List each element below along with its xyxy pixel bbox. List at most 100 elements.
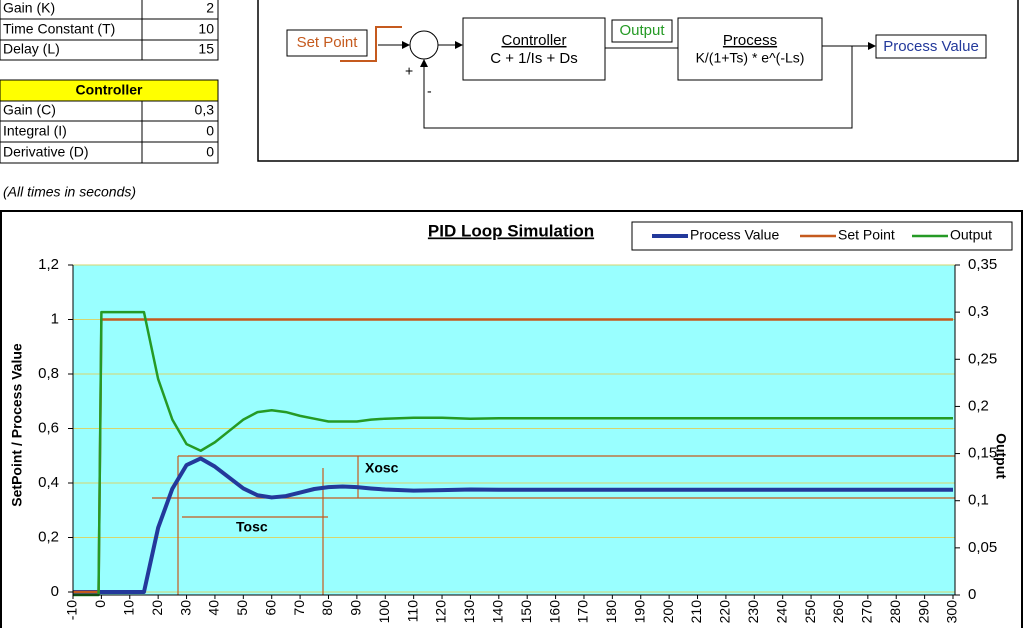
minus-sign: - bbox=[427, 83, 432, 99]
y-axis-title: SetPoint / Process Value bbox=[9, 343, 25, 507]
y-tick-label: 0,4 bbox=[38, 474, 59, 491]
table-border bbox=[0, 100, 219, 164]
param-label: Time Constant (T) bbox=[3, 21, 115, 37]
set-point-box bbox=[286, 29, 368, 57]
y2-tick-label: 0 bbox=[968, 586, 976, 603]
x-tick-label: 80 bbox=[319, 600, 335, 616]
x-tick-label: 70 bbox=[291, 600, 307, 616]
note: (All times in seconds) bbox=[3, 184, 136, 200]
set-point-label: Set Point bbox=[297, 34, 359, 51]
param-value: 2 bbox=[206, 0, 214, 16]
block-diagram: Set Point + - Controller C + 1/Is + Ds O… bbox=[257, 0, 1019, 162]
y-tick-label: 1,2 bbox=[38, 256, 59, 273]
x-tick-label: 90 bbox=[348, 600, 364, 616]
process-title: Process bbox=[723, 32, 777, 49]
x-tick-label: -10 bbox=[64, 600, 80, 620]
output-label: Output bbox=[619, 22, 665, 39]
x-tick-label: 270 bbox=[859, 600, 875, 624]
x-tick-label: 290 bbox=[915, 600, 931, 624]
plot-area bbox=[73, 265, 955, 595]
sum-junction bbox=[409, 30, 439, 60]
plus-sign: + bbox=[405, 63, 413, 79]
feedback-line bbox=[420, 46, 853, 129]
controller-box bbox=[462, 17, 606, 81]
step-symbol bbox=[340, 26, 402, 62]
series-line bbox=[73, 310, 953, 597]
y-tick-label: 0 bbox=[51, 583, 59, 600]
x-tick-label: 170 bbox=[575, 600, 591, 624]
x-tick-label: 250 bbox=[802, 600, 818, 624]
y2-tick-label: 0,2 bbox=[968, 397, 989, 414]
chart-title: PID Loop Simulation bbox=[428, 221, 594, 240]
x-tick-label: 200 bbox=[660, 600, 676, 624]
x-tick-label: 210 bbox=[688, 600, 704, 624]
x-tick-label: 260 bbox=[830, 600, 846, 624]
annotation-label: Tosc bbox=[236, 519, 268, 535]
process-value-box bbox=[875, 34, 987, 59]
controller-formula: C + 1/Is + Ds bbox=[490, 50, 578, 67]
x-tick-label: 180 bbox=[603, 600, 619, 624]
x-tick-label: 240 bbox=[773, 600, 789, 624]
axes: 0 0,2 0,4 0,6 0,8 1 1,2 0 0,05 0,1 0,15 0,2 0,25 0,3 0… bbox=[38, 256, 997, 623]
y2-tick-label: 0,25 bbox=[968, 350, 997, 367]
param-value: 0,3 bbox=[195, 102, 215, 118]
x-tick-label: 150 bbox=[518, 600, 534, 624]
series-line bbox=[73, 456, 953, 594]
x-tick-label: 230 bbox=[745, 600, 761, 624]
legend-label: Process Value bbox=[690, 227, 779, 243]
parameters-table: Gain (K) 2 Time Constant (T) 10 Delay (L… bbox=[0, 0, 219, 61]
y-tick-label: 0,8 bbox=[38, 365, 59, 382]
table-border bbox=[0, 0, 219, 61]
y2-axis-title: Output bbox=[993, 433, 1009, 479]
x-tick-label: 140 bbox=[490, 600, 506, 624]
y2-tick-label: 0,3 bbox=[968, 303, 989, 320]
x-tick-label: 40 bbox=[206, 600, 222, 616]
y2-tick-label: 0,15 bbox=[968, 445, 997, 462]
param-label: Gain (K) bbox=[3, 0, 55, 16]
x-tick-label: 60 bbox=[262, 600, 278, 616]
legend-label: Output bbox=[950, 227, 992, 243]
param-value: 15 bbox=[198, 41, 214, 57]
param-value: 0 bbox=[206, 144, 214, 160]
param-label: Delay (L) bbox=[3, 41, 60, 57]
x-tick-label: 190 bbox=[631, 600, 647, 624]
legend-label: Set Point bbox=[838, 227, 895, 243]
y-tick-label: 1 bbox=[51, 310, 59, 327]
controller-table: Controller Gain (C) 0,3 Integral (I) 0 D… bbox=[0, 79, 219, 164]
y-tick-label: 0,6 bbox=[38, 419, 59, 436]
output-box bbox=[611, 19, 673, 43]
process-box bbox=[677, 17, 823, 81]
x-tick-label: 280 bbox=[887, 600, 903, 624]
param-label: Gain (C) bbox=[3, 102, 56, 118]
param-value: 10 bbox=[198, 21, 214, 37]
process-value-label: Process Value bbox=[883, 38, 979, 55]
diagram-frame bbox=[257, 0, 1019, 162]
y-tick-label: 0,2 bbox=[38, 528, 59, 545]
table-title: Controller bbox=[76, 82, 143, 98]
x-tick-label: 100 bbox=[376, 600, 392, 624]
param-value: 0 bbox=[206, 123, 214, 139]
x-tick-label: 50 bbox=[234, 600, 250, 616]
annotation-label: Xosc bbox=[365, 460, 399, 476]
x-tick-label: 220 bbox=[717, 600, 733, 624]
series-line bbox=[73, 318, 953, 594]
x-tick-label: 10 bbox=[120, 600, 136, 616]
x-tick-label: 160 bbox=[546, 600, 562, 624]
y2-tick-label: 0,1 bbox=[968, 492, 989, 509]
x-tick-label: 300 bbox=[944, 600, 960, 624]
x-tick-label: 20 bbox=[149, 600, 165, 616]
x-tick-label: 120 bbox=[433, 600, 449, 624]
x-tick-label: 110 bbox=[404, 600, 420, 623]
param-label: Integral (I) bbox=[3, 123, 67, 139]
x-tick-label: 0 bbox=[92, 600, 108, 608]
y2-tick-label: 0,35 bbox=[968, 256, 997, 273]
y2-tick-label: 0,05 bbox=[968, 539, 997, 556]
param-label: Derivative (D) bbox=[3, 144, 89, 160]
x-tick-label: 30 bbox=[177, 600, 193, 616]
x-tick-label: 130 bbox=[461, 600, 477, 624]
series bbox=[73, 310, 953, 597]
process-formula: K/(1+Ts) * e^(-Ls) bbox=[696, 50, 805, 66]
controller-title: Controller bbox=[501, 32, 566, 49]
